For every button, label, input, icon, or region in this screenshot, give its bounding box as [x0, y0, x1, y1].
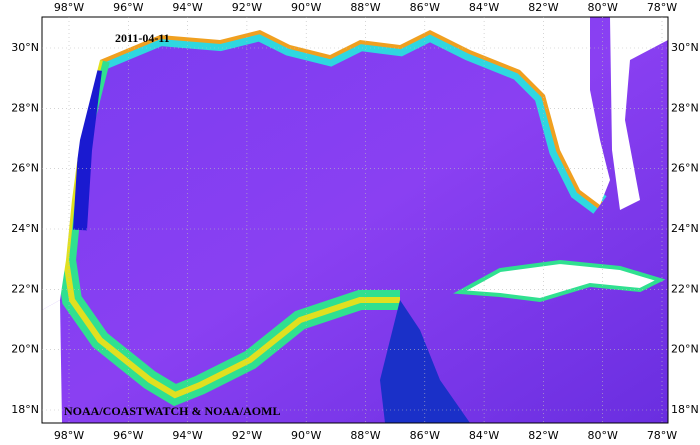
x-tick-label: 78°W — [647, 1, 677, 14]
y-tick-label: 18°N — [11, 403, 39, 416]
x-tick-label: 98°W — [54, 429, 84, 442]
cuba — [453, 259, 666, 303]
y-tick-label: 22°N — [11, 282, 39, 295]
x-tick-label: 94°W — [172, 1, 202, 14]
x-tick-label: 92°W — [232, 1, 262, 14]
x-tick-label: 96°W — [113, 429, 143, 442]
x-tick-label: 88°W — [350, 429, 380, 442]
x-tick-label: 82°W — [528, 1, 558, 14]
y-tick-label: 22°N — [671, 282, 699, 295]
date-stamp: 2011-04-11 — [115, 31, 170, 45]
y-tick-label: 18°N — [671, 403, 699, 416]
frame — [41, 16, 669, 424]
x-tick-label: 80°W — [588, 429, 618, 442]
satellite-image — [42, 17, 668, 423]
x-tick-label: 92°W — [232, 429, 262, 442]
x-tick-label: 88°W — [350, 1, 380, 14]
x-tick-label: 96°W — [113, 1, 143, 14]
y-tick-label: 20°N — [11, 343, 39, 356]
y-tick-label: 26°N — [671, 162, 699, 175]
x-tick-label: 84°W — [469, 429, 499, 442]
y-tick-label: 30°N — [671, 41, 699, 54]
x-tick-label: 86°W — [410, 429, 440, 442]
x-tick-label: 94°W — [172, 429, 202, 442]
land — [610, 17, 668, 210]
graticule — [42, 17, 668, 423]
land — [42, 17, 610, 310]
x-tick-label: 86°W — [410, 1, 440, 14]
y-tick-label: 24°N — [671, 222, 699, 235]
x-tick-label: 78°W — [647, 429, 677, 442]
x-tick-label: 84°W — [469, 1, 499, 14]
x-tick-label: 90°W — [291, 1, 321, 14]
y-tick-label: 20°N — [671, 343, 699, 356]
x-tick-label: 82°W — [528, 429, 558, 442]
y-tick-label: 26°N — [11, 162, 39, 175]
x-tick-label: 98°W — [54, 1, 84, 14]
credit: NOAA/COASTWATCH & NOAA/AOML — [64, 404, 280, 418]
land — [42, 300, 62, 423]
y-tick-label: 24°N — [11, 222, 39, 235]
y-tick-label: 28°N — [671, 101, 699, 114]
x-tick-label: 90°W — [291, 429, 321, 442]
x-tick-label: 80°W — [588, 1, 618, 14]
y-tick-label: 30°N — [11, 41, 39, 54]
y-tick-label: 28°N — [11, 101, 39, 114]
coastal-band — [73, 69, 102, 231]
